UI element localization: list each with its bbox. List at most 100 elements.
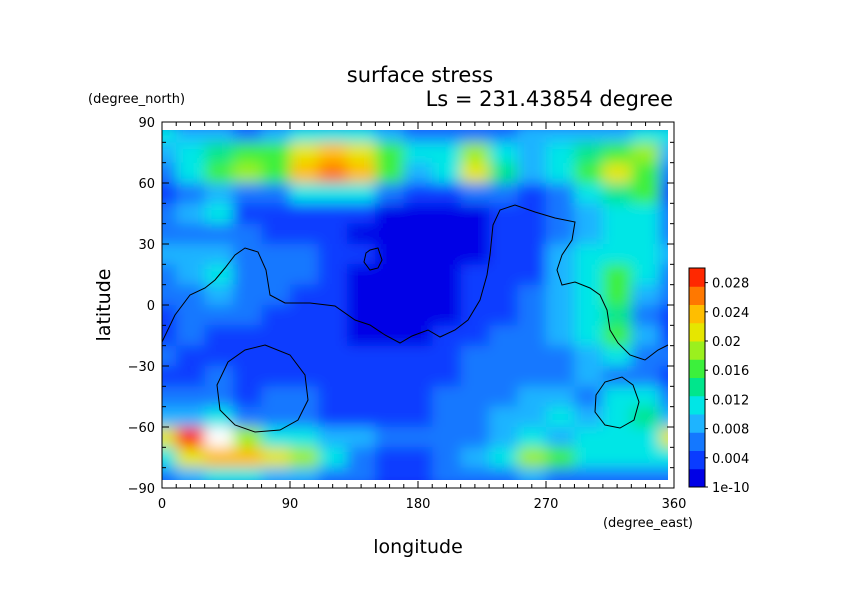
heatmap-cell (318, 305, 348, 326)
heatmap-cell (233, 305, 263, 326)
y-tick-label: 30 (138, 238, 155, 253)
heatmap-cell (546, 264, 575, 286)
heatmap-cell (631, 162, 661, 184)
heatmap-cell (233, 386, 263, 408)
heatmap-cell (176, 447, 206, 469)
heatmap-cell (346, 244, 376, 265)
heatmap-cell (659, 130, 668, 143)
heatmap-cell (546, 223, 575, 245)
heatmap-cell (517, 162, 547, 184)
heatmap-cell (290, 142, 319, 164)
heatmap-cell (290, 386, 319, 408)
heatmap-cell (631, 325, 661, 347)
heatmap-cell (460, 162, 490, 184)
heatmap-cell (290, 447, 319, 469)
heatmap-cell (375, 467, 405, 480)
heatmap-cell (346, 406, 376, 428)
heatmap-cell (403, 345, 433, 367)
heatmap-cell (162, 406, 177, 428)
heatmap-cell (318, 386, 348, 408)
heatmap-cell (460, 264, 490, 286)
heatmap-cell (176, 203, 206, 225)
heatmap-cell (318, 345, 348, 367)
heatmap-cell (318, 447, 348, 469)
heatmap-cell (489, 467, 519, 480)
heatmap-cell (432, 447, 462, 469)
heatmap-cell (602, 406, 632, 428)
heatmap-cell (489, 203, 519, 225)
heatmap-cell (602, 223, 632, 245)
heatmap-cell (204, 162, 234, 184)
heatmap-cell (233, 447, 263, 469)
heatmap-cell (204, 386, 234, 408)
heatmap-cell (403, 244, 433, 265)
x-unit-label: (degree_east) (603, 516, 693, 531)
heatmap-cell (659, 345, 668, 367)
heatmap-cell (375, 406, 405, 428)
heatmap-cell (233, 366, 263, 387)
heatmap-cell (403, 223, 433, 245)
heatmap-cell (517, 130, 547, 143)
heatmap-cell (602, 305, 632, 326)
colorbar-label: 0.02 (712, 335, 741, 350)
heatmap-cell (204, 325, 234, 347)
heatmap-cell (403, 162, 433, 184)
heatmap-cell (460, 386, 490, 408)
heatmap-cell (432, 223, 462, 245)
heatmap-cell (375, 142, 405, 164)
x-tick-label: 180 (406, 497, 431, 512)
x-tick-label: 0 (158, 497, 166, 512)
heatmap-cell (659, 142, 668, 164)
heatmap-cell (602, 447, 632, 469)
colorbar-swatch (689, 395, 705, 415)
colorbar: 1e-10 0.004 0.008 0.012 0.016 0.02 0.024 0.028 (688, 267, 750, 496)
colorbar-swatch (689, 341, 705, 360)
heatmap-cell (460, 183, 490, 204)
heatmap-cell (318, 406, 348, 428)
heatmap-cell (546, 366, 575, 387)
colorbar-label: 0.012 (712, 393, 749, 408)
colorbar-swatch (689, 450, 705, 470)
heatmap-cell (403, 305, 433, 326)
heatmap-cell (631, 447, 661, 469)
heatmap-cell (546, 162, 575, 184)
heatmap-cell (375, 130, 405, 143)
heatmap-cell (517, 183, 547, 204)
heatmap-cell (517, 447, 547, 469)
y-axis-label: latitude (93, 269, 115, 342)
heatmap-cell (346, 284, 376, 306)
heatmap-cell (546, 345, 575, 367)
heatmap-cell (290, 130, 319, 143)
heatmap-cell (261, 427, 291, 448)
basin-contour (594, 376, 640, 429)
heatmap-cell (546, 244, 575, 265)
heatmap-cell (460, 284, 490, 306)
heatmap-cell (318, 264, 348, 286)
heatmap-cell (176, 183, 206, 204)
heatmap-cell (233, 427, 263, 448)
heatmap-cell (290, 183, 319, 204)
heatmap-cell (460, 244, 490, 265)
heatmap-cell (176, 264, 206, 286)
heatmap-cell (162, 183, 177, 204)
heatmap-cell (631, 427, 661, 448)
heatmap-cell (489, 162, 519, 184)
heatmap-cell (375, 162, 405, 184)
heatmap-cell (318, 427, 348, 448)
heatmap-cell (574, 162, 604, 184)
heatmap-cell (574, 447, 604, 469)
colorbar-swatch (689, 286, 705, 305)
colorbar-label: 0.016 (712, 364, 749, 379)
heatmap-cell (489, 183, 519, 204)
heatmap-cell (489, 447, 519, 469)
heatmap-cell (631, 130, 661, 143)
heatmap-cell (375, 264, 405, 286)
heatmap-cell (432, 345, 462, 367)
heatmap-cell (574, 223, 604, 245)
heatmap-cell (489, 244, 519, 265)
heatmap-cell (517, 427, 547, 448)
heatmap-cell (460, 345, 490, 367)
heatmap-cell (261, 244, 291, 265)
heatmap-cell (403, 264, 433, 286)
heatmap-cell (574, 244, 604, 265)
